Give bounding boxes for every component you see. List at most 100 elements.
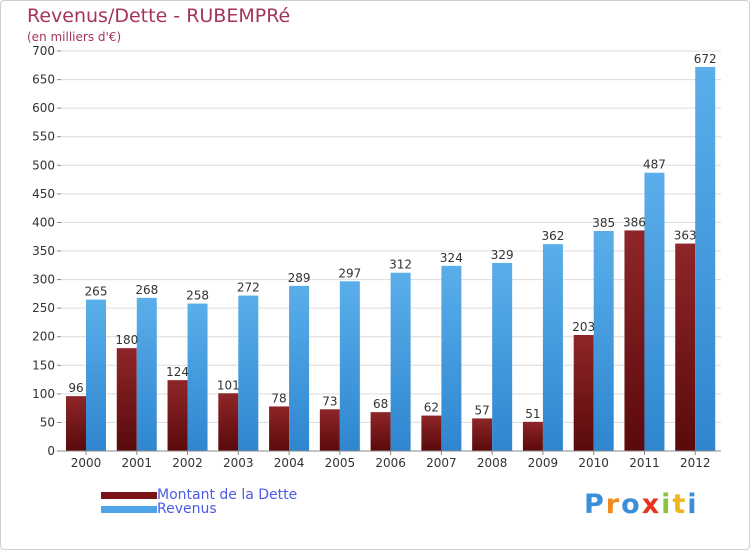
y-tick-label: 150 [32,358,55,372]
debt-bar [421,415,442,451]
legend-item-debt: Montant de la Dette [101,487,297,503]
debt-bar [573,335,594,451]
revenue-data-label: 362 [541,229,564,243]
debt-data-label: 363 [674,229,697,243]
revenue-data-label: 672 [694,52,717,66]
y-tick-label: 600 [32,101,55,115]
debt-bar [624,230,645,451]
y-tick-label: 400 [32,215,55,229]
x-tick-label: 2009 [528,456,559,470]
revenue-bar [238,295,259,451]
chart-subtitle: (en milliers d'€) [27,30,122,44]
y-tick-label: 450 [32,187,55,201]
debt-bar [116,348,137,451]
revenue-bar [492,263,513,451]
debt-data-label: 386 [623,215,646,229]
revenue-data-label: 297 [338,266,361,280]
debt-bar [675,243,696,451]
debt-data-label: 180 [115,333,138,347]
revenue-bar [542,244,563,451]
revenue-bar [695,67,716,451]
data-labels: 96 265 180 268 124 258 101 272 78 289 73 297 68 312 62… [68,52,716,421]
revenue-bar [289,285,310,451]
y-tick-label: 250 [32,301,55,315]
logo-letter: P [584,489,606,520]
revenue-data-label: 324 [440,251,463,265]
revenue-bar [187,303,208,451]
logo-letter: o [621,489,642,520]
debt-bar [218,393,239,451]
chart-title: Revenus/Dette - RUBEMPRé [27,5,291,27]
revenue-data-label: 385 [592,216,615,230]
logo-letter: r [605,489,622,520]
revenue-bar [86,299,106,451]
x-tick-label: 2004 [274,456,305,470]
x-tick-label: 2002 [172,456,203,470]
y-tick-label: 0 [47,444,55,458]
debt-data-label: 62 [424,401,439,415]
x-tick-label: 2000 [71,456,102,470]
debt-bar [269,406,290,451]
debt-bar [370,412,391,451]
debt-data-label: 124 [166,365,189,379]
logo-letter: i [661,489,673,520]
revenue-data-label: 312 [389,258,412,272]
revenue-bar [339,281,360,451]
debt-data-label: 73 [322,394,337,408]
debt-data-label: 203 [572,320,595,334]
y-tick-label: 550 [32,130,55,144]
legend-label-debt: Montant de la Dette [157,487,298,503]
x-axis-ticks: 2000 2001 2002 2003 2004 2005 2006 2007 2008 2009… [71,451,711,470]
y-tick-label: 200 [32,330,55,344]
logo-letter: x [641,489,662,520]
revenue-data-label: 268 [135,283,158,297]
debt-data-label: 51 [525,407,540,421]
bars [66,67,716,451]
legend-swatch-debt [101,491,157,499]
revenue-data-label: 258 [186,289,209,303]
legend-swatch-revenue [101,505,157,513]
y-tick-label: 650 [32,73,55,87]
revenue-bar [644,172,665,451]
revenue-bar [390,272,411,451]
revenue-bar [136,297,157,451]
debt-bar [319,409,340,451]
y-tick-label: 100 [32,387,55,401]
x-tick-label: 2012 [680,456,711,470]
y-tick-label: 500 [32,158,55,172]
revenue-data-label: 289 [288,271,311,285]
revenue-bar [593,231,614,451]
y-tick-label: 350 [32,244,55,258]
debt-bar [167,380,188,451]
revenue-data-label: 329 [491,248,514,262]
y-tick-label: 700 [32,44,55,58]
debt-bar [472,418,493,451]
revenue-data-label: 487 [643,158,666,172]
revenue-bar [441,265,462,451]
x-tick-label: 2008 [477,456,508,470]
x-tick-label: 2007 [426,456,457,470]
x-tick-label: 2001 [121,456,152,470]
y-tick-label: 300 [32,273,55,287]
y-axis-ticks: 0 50 100 150 200 250 300 350 400 450 500 550 600 650 7… [32,44,61,458]
x-tick-label: 2011 [629,456,660,470]
x-tick-label: 2006 [375,456,406,470]
x-tick-label: 2005 [325,456,356,470]
debt-data-label: 68 [373,397,388,411]
debt-data-label: 101 [217,378,240,392]
legend-label-revenue: Revenus [157,501,217,517]
x-tick-label: 2003 [223,456,254,470]
revenue-data-label: 272 [237,281,260,295]
debt-bar [66,396,86,451]
logo-letter: i [687,489,699,520]
proxiti-logo: Proxiti [584,489,699,520]
debt-data-label: 96 [68,381,83,395]
debt-bar [522,421,543,451]
logo-letter: t [672,489,688,520]
y-tick-label: 50 [40,415,55,429]
legend-item-revenue: Revenus [101,501,217,517]
x-tick-label: 2010 [578,456,609,470]
debt-data-label: 57 [475,403,490,417]
